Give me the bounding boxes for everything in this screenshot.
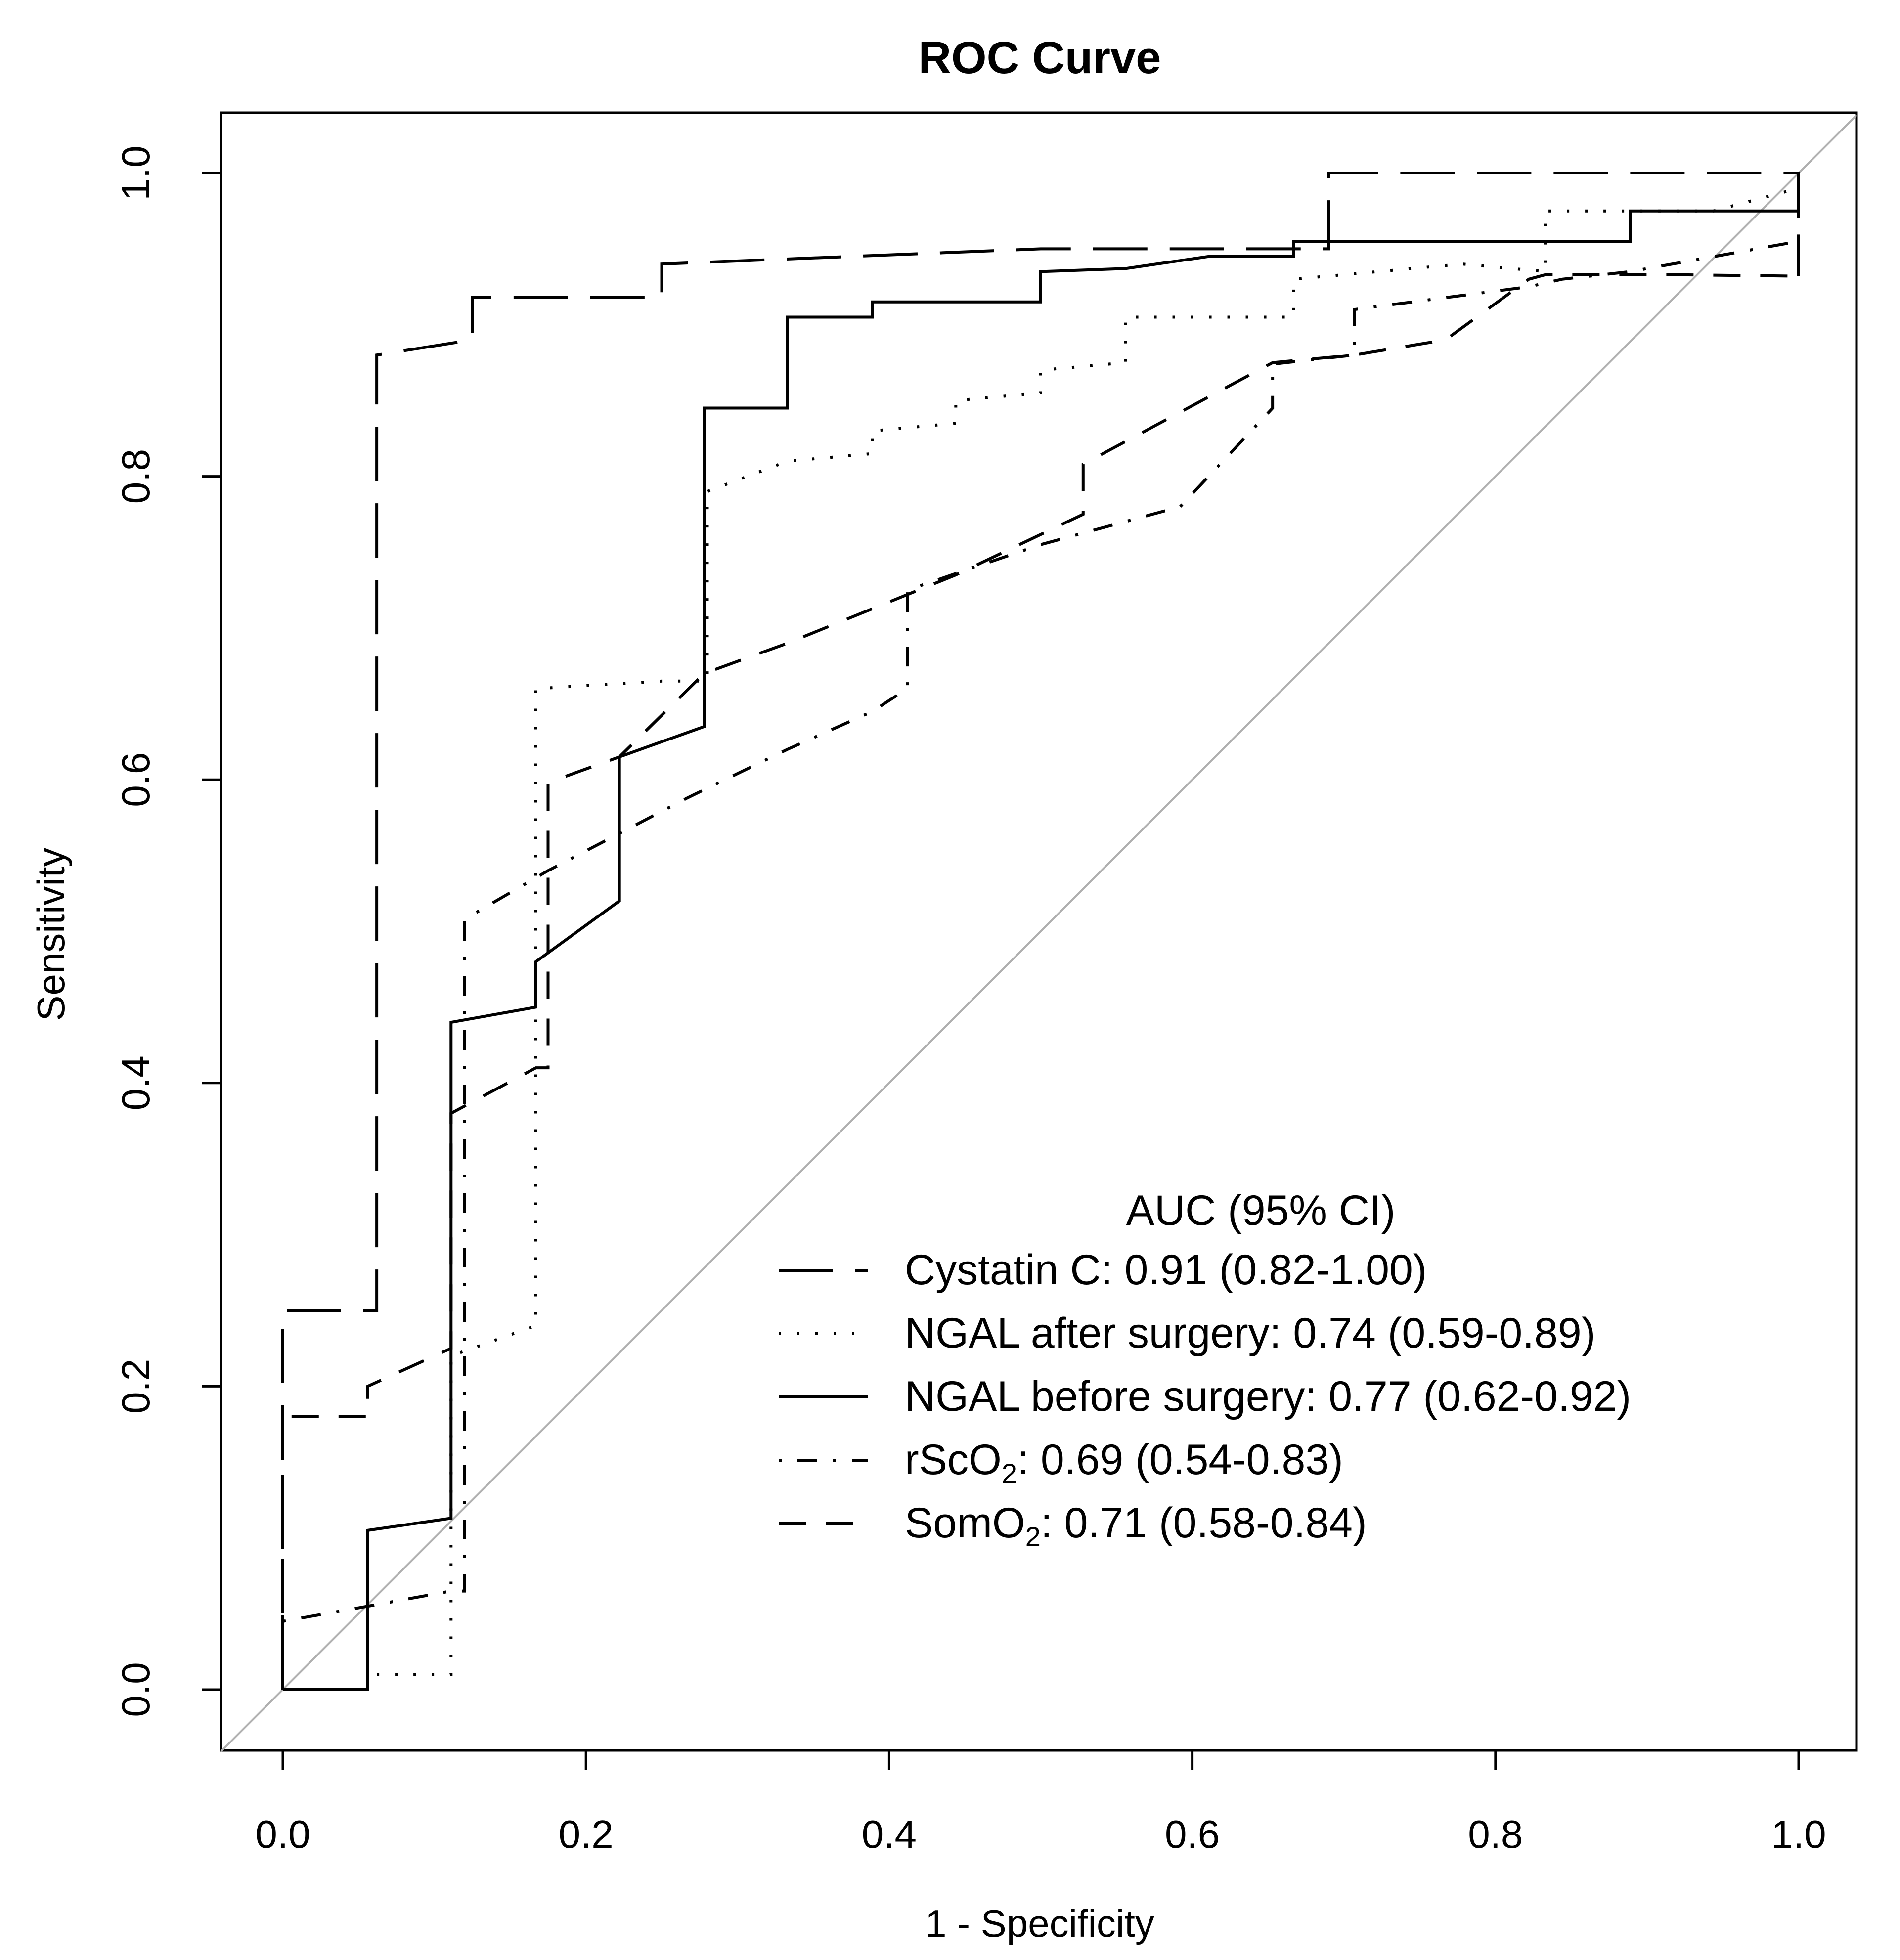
- y-tick-label: 0.4: [114, 1055, 158, 1110]
- x-tick-label: 0.6: [1165, 1812, 1220, 1856]
- series-line-somo2: [281, 273, 1799, 1690]
- y-tick-label: 0.2: [114, 1359, 158, 1414]
- x-axis-title: 1 - Specificity: [925, 1902, 1154, 1945]
- series-line-cystatin-c: [281, 172, 1800, 1690]
- series-line-ngal-before-surgery: [283, 209, 1800, 1691]
- legend-label: NGAL after surgery: 0.74 (0.59-0.89): [905, 1309, 1595, 1357]
- y-tick-label: 0.6: [114, 752, 158, 807]
- y-tick-label: 0.8: [114, 449, 158, 504]
- legend-title: AUC (95% CI): [1126, 1187, 1396, 1234]
- legend-entry-ngal_after: NGAL after surgery: 0.74 (0.59-0.89): [779, 1309, 1595, 1357]
- x-tick-label: 0.4: [862, 1812, 917, 1856]
- legend-entry-rsco2: rScO2: 0.69 (0.54-0.83): [779, 1436, 1343, 1489]
- legend-label: NGAL before surgery: 0.77 (0.62-0.92): [905, 1373, 1631, 1420]
- x-tick-label: 0.2: [559, 1812, 614, 1856]
- series-line-rsco2: [282, 240, 1799, 1623]
- y-axis-title: Sensitivity: [29, 847, 73, 1021]
- chart-title: ROC Curve: [919, 33, 1161, 83]
- x-tick-label: 0.8: [1468, 1812, 1523, 1856]
- x-tick-label: 1.0: [1771, 1812, 1826, 1856]
- x-tick-label: 0.0: [255, 1812, 310, 1856]
- legend-entry-cystatin: Cystatin C: 0.91 (0.82-1.00): [779, 1246, 1427, 1294]
- legend-entry-ngal_before: NGAL before surgery: 0.77 (0.62-0.92): [779, 1373, 1631, 1420]
- legend-entry-somo2: SomO2: 0.71 (0.58-0.84): [779, 1499, 1367, 1552]
- y-tick-label: 1.0: [114, 145, 158, 200]
- reference-diagonal: [220, 114, 1857, 1752]
- legend: AUC (95% CI) Cystatin C: 0.91 (0.82-1.00…: [779, 1187, 1631, 1552]
- legend-label: rScO2: 0.69 (0.54-0.83): [905, 1436, 1343, 1489]
- legend-label: Cystatin C: 0.91 (0.82-1.00): [905, 1246, 1427, 1294]
- y-tick-label: 0.0: [114, 1662, 158, 1717]
- legend-label: SomO2: 0.71 (0.58-0.84): [905, 1499, 1367, 1552]
